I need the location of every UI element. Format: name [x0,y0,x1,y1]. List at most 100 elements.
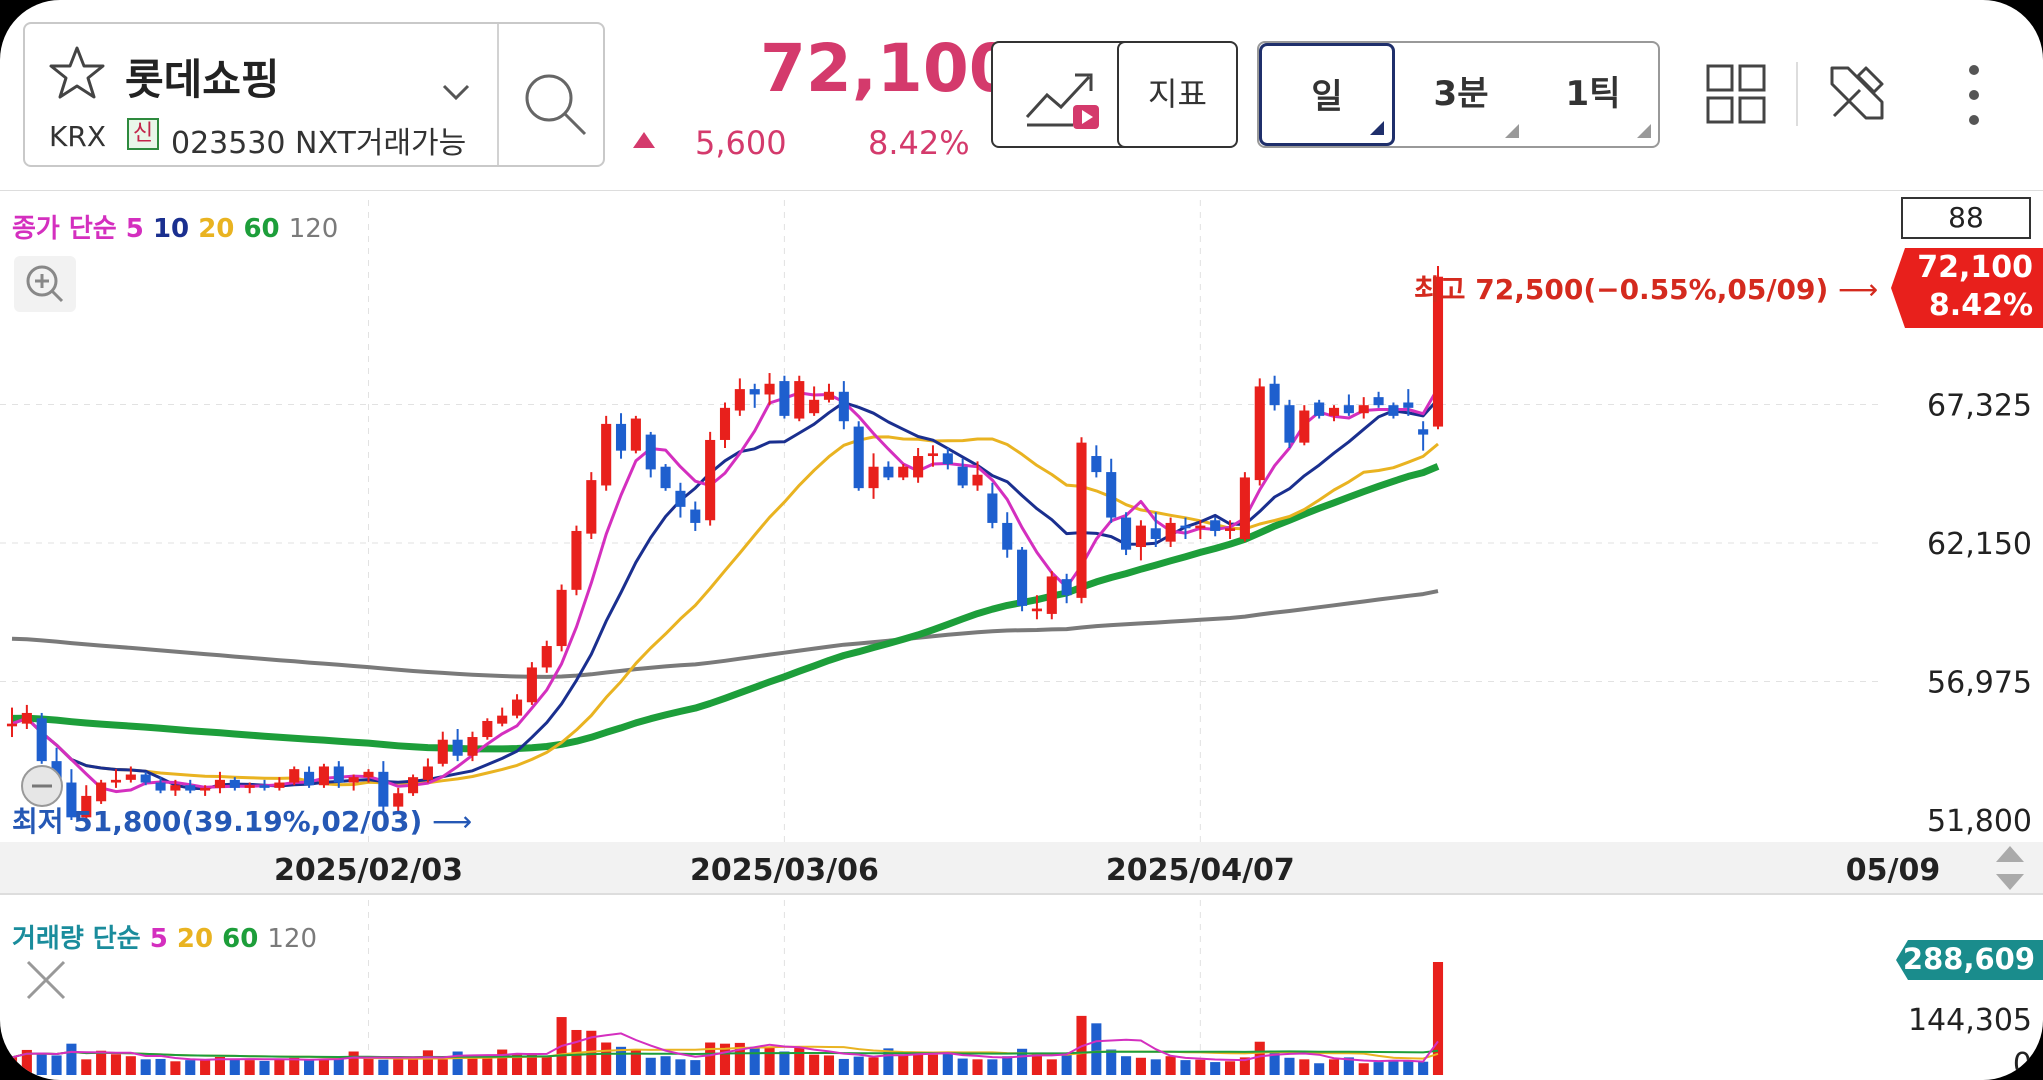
candle[interactable] [482,718,493,740]
volume-bar[interactable] [1017,1048,1028,1075]
candle[interactable] [868,453,879,499]
layout-grid-icon[interactable] [1706,64,1766,124]
search-icon[interactable] [515,64,595,144]
candle[interactable] [779,375,790,419]
volume-bar[interactable] [1046,1059,1057,1075]
candle[interactable] [927,445,939,467]
favorite-star-icon[interactable] [45,42,109,106]
candle[interactable] [1299,405,1310,446]
candle[interactable] [645,431,656,478]
candle[interactable] [1239,472,1250,542]
volume-bar[interactable] [6,1057,18,1075]
volume-bar[interactable] [823,1055,835,1075]
candle[interactable] [229,777,240,791]
volume-bar[interactable] [1269,1051,1280,1075]
volume-bar[interactable] [883,1048,894,1075]
volume-bar[interactable] [1284,1057,1295,1075]
more-vertical-icon[interactable] [1964,62,1984,128]
stock-name[interactable]: 롯데쇼핑 [125,55,280,104]
candle[interactable] [1091,445,1102,478]
volume-bar[interactable] [318,1058,329,1075]
tab-1tick[interactable]: 1틱 [1527,43,1659,146]
volume-bar[interactable] [497,1049,508,1075]
close-volume-button[interactable] [22,956,70,1004]
candle[interactable] [541,640,552,673]
volume-bar[interactable] [749,1046,760,1075]
candle[interactable] [36,712,47,764]
volume-bar[interactable] [734,1042,745,1075]
volume-bar[interactable] [927,1054,939,1075]
candle[interactable] [1284,399,1295,448]
volume-bar[interactable] [913,1053,924,1075]
candle[interactable] [1328,405,1340,422]
candle[interactable] [422,758,433,783]
volume-bar[interactable] [1195,1059,1206,1075]
volume-bar[interactable] [942,1053,953,1075]
candle[interactable] [660,464,671,491]
price-legend[interactable]: 종가 단순 5 10 20 60 120 [12,208,338,245]
volume-bar[interactable] [794,1047,805,1075]
tools-icon[interactable] [1826,62,1888,124]
volume-bar[interactable] [690,1060,701,1075]
volume-bar[interactable] [229,1058,240,1075]
candle[interactable] [1031,595,1042,620]
candle[interactable] [214,771,226,794]
candle[interactable] [66,769,77,820]
candle[interactable] [1002,512,1013,558]
volume-bar[interactable] [259,1060,270,1075]
volume-bar[interactable] [1254,1041,1265,1075]
candle[interactable] [318,763,329,788]
volume-bar[interactable] [140,1059,151,1075]
zoom-out-button[interactable] [14,758,70,814]
candle[interactable] [1373,391,1384,408]
volume-bar[interactable] [378,1059,389,1075]
volume-bar[interactable] [719,1043,731,1075]
volume-bar[interactable] [363,1058,374,1075]
candle[interactable] [1418,421,1429,451]
candle[interactable] [586,472,597,539]
candle[interactable] [1195,520,1206,539]
volume-bar[interactable] [304,1060,315,1075]
volume-bar[interactable] [1091,1023,1102,1075]
candle[interactable] [957,458,968,489]
candle[interactable] [883,461,894,481]
volume-bar[interactable] [541,1056,552,1075]
candle[interactable] [1269,375,1280,411]
volume-bar[interactable] [348,1051,359,1075]
candle[interactable] [244,782,255,794]
candle[interactable] [913,447,924,483]
candle[interactable] [1061,573,1072,604]
candle[interactable] [185,779,196,794]
candle[interactable] [1254,378,1265,486]
candle[interactable] [1165,517,1176,548]
candle[interactable] [809,386,820,416]
volume-bar[interactable] [1210,1062,1221,1075]
volume-bar[interactable] [1121,1056,1132,1075]
volume-bar[interactable] [1328,1059,1340,1075]
candle[interactable] [81,785,92,823]
tab-daily[interactable]: 일 [1259,43,1395,146]
volume-bar[interactable] [1239,1057,1250,1075]
volume-bar[interactable] [675,1059,686,1075]
volume-bar[interactable] [1224,1061,1236,1075]
candle[interactable] [6,707,18,738]
candle[interactable] [987,482,998,529]
indicator-button[interactable]: 지표 [1117,41,1238,148]
candle[interactable] [1076,437,1087,604]
candle[interactable] [393,787,404,812]
volume-bar[interactable] [1299,1059,1310,1075]
volume-bar[interactable] [586,1030,597,1075]
candle[interactable] [1046,571,1057,620]
scroll-updown-icon[interactable] [1992,840,2028,896]
volume-bar[interactable] [452,1051,463,1075]
volume-bar[interactable] [1403,1060,1414,1075]
candle[interactable] [408,774,419,796]
volume-bar[interactable] [437,1059,448,1075]
volume-bar[interactable] [51,1055,62,1075]
candle[interactable] [1180,517,1191,539]
zoom-in-button[interactable] [14,256,76,312]
volume-bar[interactable] [274,1059,285,1075]
candle[interactable] [259,779,270,791]
candle[interactable] [274,777,285,791]
candle[interactable] [1314,399,1325,419]
